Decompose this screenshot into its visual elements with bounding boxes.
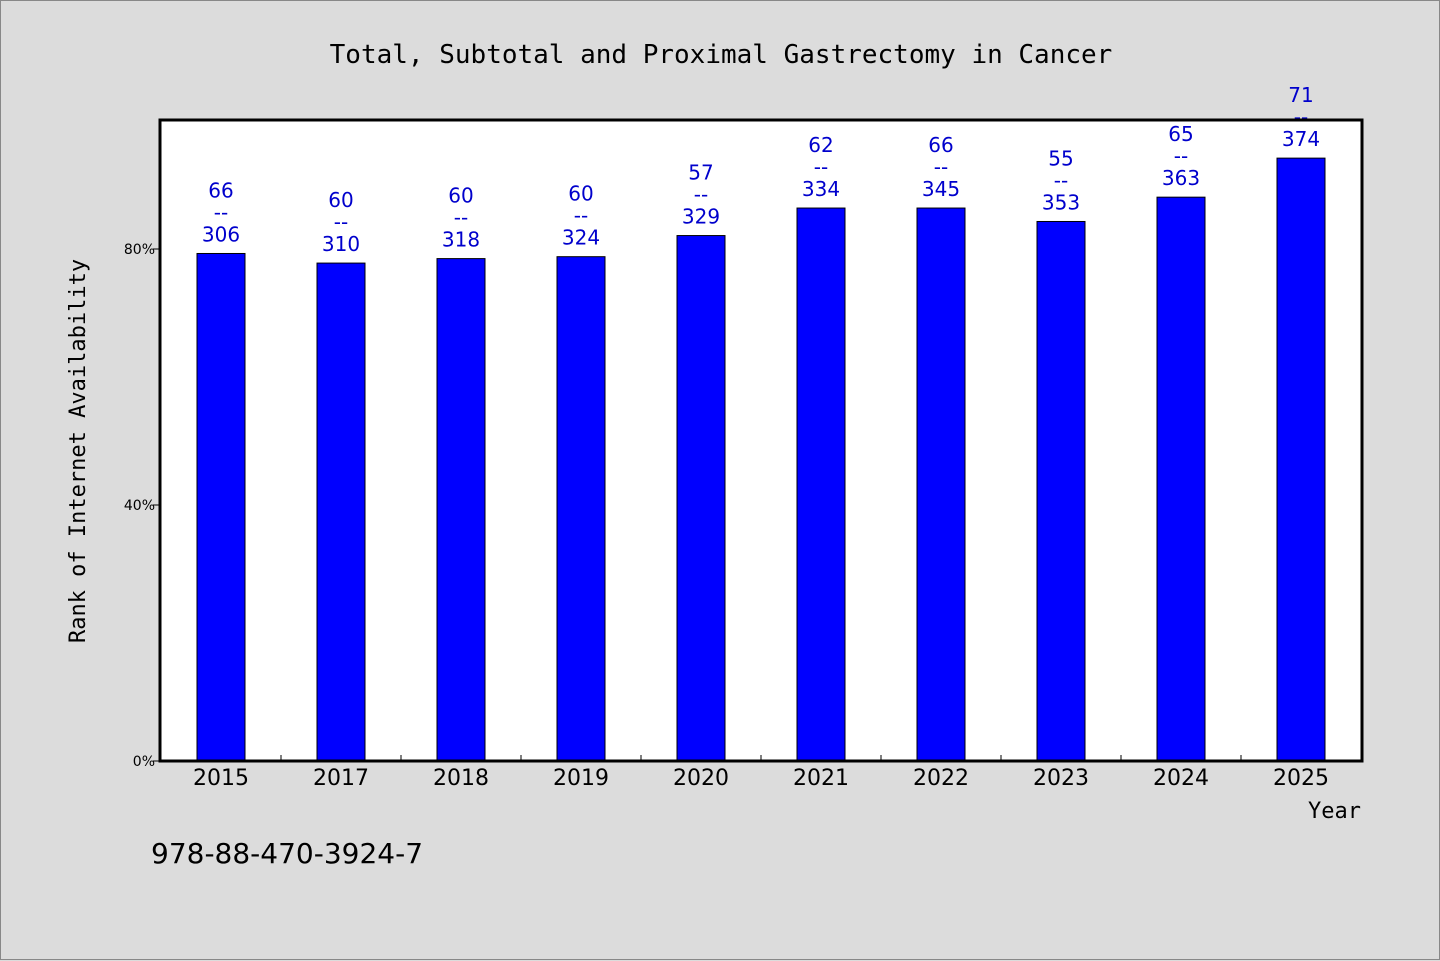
- y-tick-label: 40%: [124, 498, 155, 514]
- x-tick-label: 2017: [313, 766, 369, 791]
- bar-data-label: 60: [328, 188, 353, 212]
- bar: [436, 258, 486, 762]
- bar-data-label: 65: [1168, 122, 1193, 146]
- bar: [196, 252, 246, 762]
- bar: [676, 235, 726, 762]
- y-tick-label: 80%: [124, 242, 155, 258]
- bar: [796, 207, 846, 762]
- bar-data-label: 60: [448, 184, 473, 208]
- bar-data-label: 310: [322, 232, 360, 256]
- bar-data-label: 55: [1048, 146, 1073, 170]
- bar-data-label: --: [574, 204, 588, 228]
- y-tick-label: 0%: [133, 754, 155, 770]
- bar-data-label: 318: [442, 228, 480, 252]
- bar-data-label: --: [1174, 144, 1188, 168]
- x-tick-label: 2018: [433, 766, 489, 791]
- bar-data-label: --: [934, 155, 948, 179]
- bar-data-label: 374: [1282, 127, 1320, 151]
- bar-data-label: 71: [1288, 83, 1313, 107]
- bar-data-label: --: [1054, 168, 1068, 192]
- bar-data-label: 363: [1162, 166, 1200, 190]
- bar-data-label: --: [334, 210, 348, 234]
- isbn-footer: 978-88-470-3924-7: [151, 837, 423, 870]
- x-tick-label: 2020: [673, 766, 729, 791]
- x-tick-label: 2015: [193, 766, 249, 791]
- bar-data-label: --: [694, 183, 708, 207]
- bar-data-label: 57: [688, 161, 713, 185]
- bar-data-label: 329: [682, 205, 720, 229]
- bar-data-label: 66: [208, 178, 233, 202]
- bar: [556, 256, 606, 762]
- bar-data-label: 345: [922, 177, 960, 201]
- bar-data-label: --: [1294, 105, 1308, 129]
- bar-data-label: --: [814, 155, 828, 179]
- bar: [316, 262, 366, 762]
- bar: [1156, 196, 1206, 762]
- bar-data-label: 60: [568, 182, 593, 206]
- bar-data-label: 306: [202, 222, 240, 246]
- bar-data-label: 62: [808, 133, 833, 157]
- x-axis: 2015 2017 2018 2019 2020 2021 2022 2023 2024 2025: [193, 755, 1329, 791]
- bar-data-label: 66: [928, 133, 953, 157]
- bar-data-label: 353: [1042, 190, 1080, 214]
- x-tick-label: 2023: [1033, 766, 1089, 791]
- bar-data-label: --: [214, 200, 228, 224]
- bar: [1276, 157, 1326, 762]
- bar-data-label: --: [454, 206, 468, 230]
- bar-series: [196, 157, 1326, 762]
- x-tick-label: 2022: [913, 766, 969, 791]
- bar-data-label: 334: [802, 177, 840, 201]
- bar-data-label: 324: [562, 226, 600, 250]
- x-tick-label: 2024: [1153, 766, 1209, 791]
- bar-data-labels: 66--30660--31060--31860--32457--32962--3…: [202, 83, 1320, 256]
- plot-border: [158, 118, 1364, 763]
- x-axis-label: Year: [1308, 799, 1361, 824]
- y-axis: 0% 40% 80%: [124, 242, 161, 770]
- x-tick-label: 2019: [553, 766, 609, 791]
- y-axis-label: Rank of Internet Availability: [66, 259, 91, 643]
- chart-title: Total, Subtotal and Proximal Gastrectomy…: [330, 40, 1113, 70]
- bar: [1036, 220, 1086, 762]
- x-tick-label: 2021: [793, 766, 849, 791]
- x-tick-label: 2025: [1273, 766, 1329, 791]
- bar: [916, 207, 966, 762]
